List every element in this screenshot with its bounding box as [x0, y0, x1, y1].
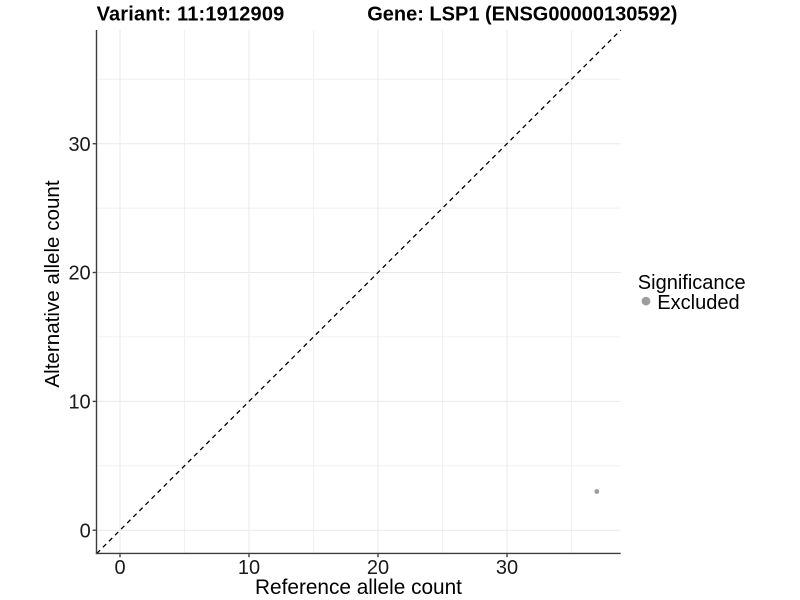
- svg-text:30: 30: [496, 557, 518, 579]
- svg-text:Reference allele count: Reference allele count: [255, 576, 462, 599]
- svg-text:10: 10: [68, 392, 90, 414]
- svg-text:Excluded: Excluded: [657, 292, 739, 314]
- svg-text:Gene: LSP1 (ENSG00000130592): Gene: LSP1 (ENSG00000130592): [367, 4, 677, 26]
- svg-text:20: 20: [68, 263, 90, 285]
- svg-text:Significance: Significance: [638, 272, 746, 294]
- svg-text:0: 0: [114, 557, 125, 579]
- svg-text:10: 10: [238, 557, 260, 579]
- svg-text:20: 20: [367, 557, 389, 579]
- svg-text:Alternative allele count: Alternative allele count: [41, 180, 64, 387]
- svg-text:Variant: 11:1912909: Variant: 11:1912909: [97, 4, 285, 26]
- svg-text:30: 30: [68, 134, 90, 156]
- svg-text:0: 0: [80, 520, 91, 542]
